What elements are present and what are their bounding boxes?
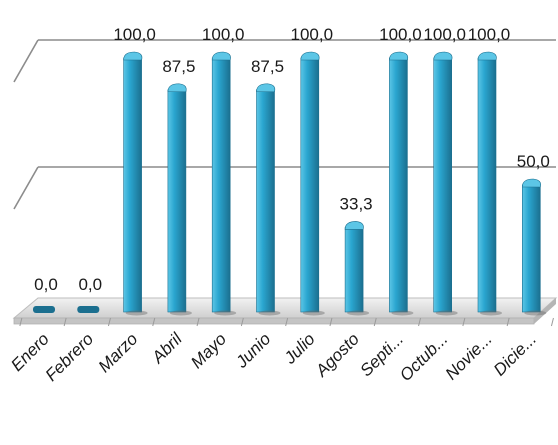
x-tick-mark (418, 317, 422, 327)
bar (389, 57, 408, 313)
bars (33, 51, 547, 316)
bar-cap (167, 83, 187, 93)
bar-Junio (256, 83, 281, 316)
bar-cap (389, 51, 409, 61)
x-tick-mark (285, 317, 289, 327)
x-tick-mark (506, 317, 510, 327)
x-tick-label: Octub... (396, 329, 452, 385)
data-label: 100,0 (202, 25, 245, 44)
x-tick-label: Dicie... (490, 329, 540, 379)
bar-Octub... (433, 51, 458, 316)
x-tick-mark (19, 317, 23, 327)
x-tick-mark (550, 317, 554, 327)
floor-side (534, 298, 556, 324)
bar (477, 57, 497, 313)
x-tick-mark (373, 317, 377, 327)
bar-Novie... (477, 51, 502, 316)
bar-shadow (347, 310, 370, 316)
bar (167, 89, 187, 313)
bar-Julio (300, 51, 325, 316)
bar-shadow (214, 310, 237, 316)
data-label: 100,0 (468, 25, 511, 44)
bar-Marzo (123, 51, 148, 316)
data-label: 100,0 (379, 25, 422, 44)
data-label: 33,3 (340, 194, 373, 213)
data-label: 87,5 (162, 57, 195, 76)
x-tick-label: Marzo (95, 329, 142, 376)
data-label: 100,0 (423, 25, 466, 44)
bar-Enero (33, 306, 55, 313)
bar-Septi... (389, 51, 414, 316)
x-tick-mark (152, 317, 156, 327)
x-tick-mark (240, 317, 244, 327)
bar (433, 57, 453, 313)
bar-shadow (125, 310, 148, 316)
bar (33, 306, 55, 313)
bar-cap (123, 51, 143, 61)
bar-Agosto (344, 221, 370, 316)
x-tick-label: Agosto (311, 329, 363, 381)
bar-cap (433, 51, 453, 61)
bar (211, 57, 231, 313)
x-tick-mark (329, 317, 333, 327)
x-tick-mark (196, 317, 200, 327)
x-tick-mark (107, 317, 111, 327)
chart-floor (12, 297, 558, 327)
bar-shadow (435, 310, 458, 316)
bar-shadow (480, 310, 502, 316)
x-tick-label: Novie... (442, 329, 496, 383)
data-label: 87,5 (251, 57, 284, 76)
bar (300, 57, 320, 313)
bar (521, 184, 541, 313)
data-label: 100,0 (291, 25, 334, 44)
bar-shadow (302, 310, 325, 316)
gridline-left-100 (13, 39, 39, 83)
bar-cap (211, 51, 231, 61)
bar-Mayo (211, 51, 237, 316)
bar-cap (521, 178, 541, 188)
bar-cap (300, 51, 320, 61)
bar-shadow (524, 310, 547, 316)
x-tick-label: Mayo (187, 329, 230, 372)
data-label: 0,0 (34, 275, 58, 294)
data-label: 50,0 (517, 152, 550, 171)
data-label: 0,0 (78, 275, 102, 294)
x-tick-label: Julio (280, 329, 319, 368)
bar (256, 89, 275, 313)
x-tick-label: Abril (148, 329, 187, 368)
data-label: 100,0 (113, 25, 156, 44)
bar (77, 306, 100, 313)
bar-shadow (391, 310, 414, 316)
x-tick-mark (63, 317, 67, 327)
bar-cap (256, 83, 276, 93)
gridline-left-50 (13, 166, 39, 210)
bar-shadow (169, 310, 192, 316)
bar (344, 227, 364, 313)
bar-cap (344, 221, 364, 230)
floor-front (13, 317, 535, 325)
bar (123, 57, 142, 313)
x-tick-label: Junio (231, 329, 274, 372)
bar-cap (477, 51, 497, 61)
bar-Dicie... (521, 178, 547, 316)
bar-shadow (258, 310, 281, 316)
bar-Febrero (77, 306, 100, 313)
gridlines (13, 39, 556, 210)
x-tick-label: Febrero (42, 329, 98, 385)
x-tick-mark (462, 317, 466, 327)
bar-Abril (167, 83, 192, 316)
